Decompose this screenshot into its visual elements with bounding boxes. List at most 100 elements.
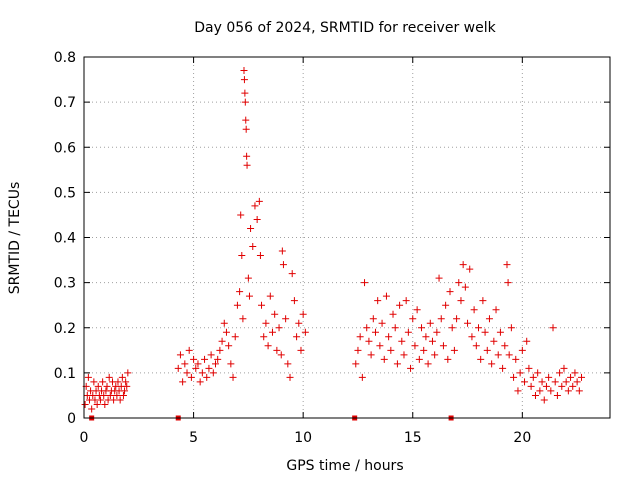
data-point [369, 315, 377, 323]
data-point [183, 369, 191, 377]
data-point [301, 328, 309, 336]
data-point [119, 391, 127, 399]
data-point [578, 373, 586, 381]
data-point [435, 274, 443, 282]
data-point [391, 324, 399, 332]
data-point [123, 382, 131, 390]
data-point [240, 76, 248, 84]
data-point [442, 301, 450, 309]
data-point [260, 333, 268, 341]
data-point [268, 328, 276, 336]
data-point [209, 369, 217, 377]
data-point [365, 337, 373, 345]
data-point [527, 382, 535, 390]
data-point [422, 333, 430, 341]
data-point [514, 387, 522, 395]
data-point [256, 252, 264, 260]
data-point [361, 279, 369, 287]
data-point [241, 89, 249, 97]
data-point [400, 351, 408, 359]
data-point [393, 360, 401, 368]
data-point [278, 247, 286, 255]
data-point [288, 270, 296, 278]
data-point [531, 391, 539, 399]
data-point [492, 306, 500, 314]
data-point [247, 224, 255, 232]
data-point [192, 364, 200, 372]
data-point [118, 373, 126, 381]
data-point [243, 161, 251, 169]
data-point [466, 265, 474, 273]
data-point [376, 342, 384, 350]
data-point [402, 297, 410, 305]
data-point [481, 328, 489, 336]
data-point [415, 355, 423, 363]
data-point [262, 319, 270, 327]
data-point [179, 378, 187, 386]
data-point [433, 328, 441, 336]
data-point [404, 328, 412, 336]
data-point [378, 319, 386, 327]
data-point [437, 315, 445, 323]
data-point [96, 396, 104, 404]
data-point [253, 215, 261, 223]
data-point [293, 333, 301, 341]
data-point [222, 328, 230, 336]
data-point [389, 310, 397, 318]
data-point [428, 337, 436, 345]
data-point [103, 382, 111, 390]
data-point [105, 373, 113, 381]
data-point [567, 373, 575, 381]
data-point [255, 197, 263, 205]
data-points [81, 67, 586, 413]
x-axis-label: GPS time / hours [286, 458, 403, 474]
data-point [409, 315, 417, 323]
y-tick-label: 0.5 [54, 185, 76, 201]
data-point [110, 396, 118, 404]
data-point [457, 297, 465, 305]
data-point [569, 382, 577, 390]
data-point [284, 360, 292, 368]
data-point [277, 351, 285, 359]
data-point [194, 360, 202, 368]
data-point [418, 324, 426, 332]
data-point [266, 292, 274, 300]
data-point [352, 360, 360, 368]
data-point [90, 378, 98, 386]
data-point [525, 364, 533, 372]
data-point [354, 346, 362, 354]
data-point [100, 391, 108, 399]
data-point [488, 360, 496, 368]
data-point [198, 369, 206, 377]
x-tick-label: 15 [404, 430, 422, 446]
data-point [93, 400, 101, 408]
data-point [114, 378, 122, 386]
data-point [547, 387, 555, 395]
y-tick-label: 0.7 [54, 95, 76, 111]
data-point [475, 324, 482, 332]
data-point [239, 315, 247, 323]
x-tick-label: 5 [189, 430, 198, 446]
data-point [99, 378, 107, 386]
data-point [505, 351, 513, 359]
data-point [472, 342, 480, 350]
data-point [216, 346, 224, 354]
data-point [212, 360, 219, 368]
data-point [536, 387, 544, 395]
data-point [424, 360, 432, 368]
data-point [523, 337, 531, 345]
data-point [398, 337, 406, 345]
data-point [512, 355, 520, 363]
data-point [245, 292, 253, 300]
data-point [297, 346, 305, 354]
data-point [363, 324, 371, 332]
x-axis-ticks: 0 5 10 15 20 [80, 57, 531, 446]
data-point [450, 346, 458, 354]
data-point [240, 67, 248, 75]
data-point [231, 333, 239, 341]
data-point [507, 324, 515, 332]
data-point [470, 306, 478, 314]
data-point [382, 292, 390, 300]
data-point [218, 337, 226, 345]
